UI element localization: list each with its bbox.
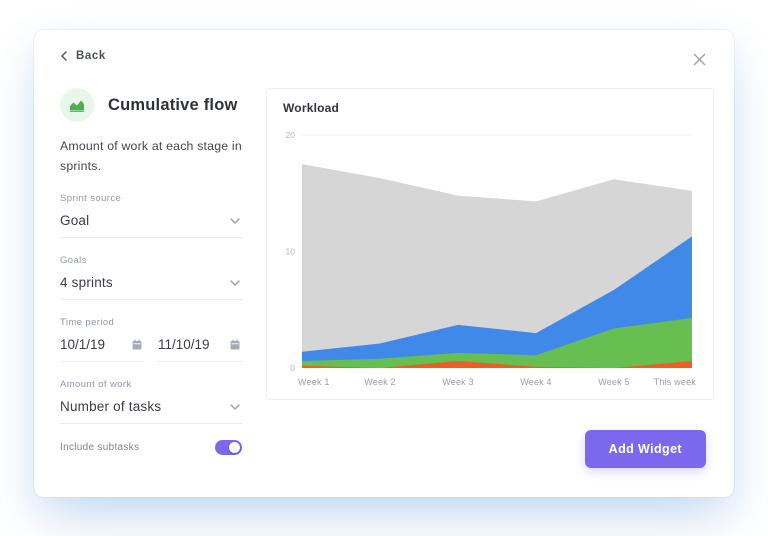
x-tick-label: Week 1 bbox=[298, 377, 330, 387]
area-orange bbox=[302, 361, 692, 368]
chevron-down-icon bbox=[230, 404, 240, 410]
x-tick-label: Week 3 bbox=[442, 377, 474, 387]
chevron-left-icon bbox=[60, 51, 68, 61]
widget-header: Cumulative flow bbox=[60, 88, 242, 122]
toggle-knob bbox=[229, 442, 240, 454]
chart-title: Workload bbox=[283, 101, 340, 115]
close-button[interactable] bbox=[686, 46, 712, 72]
amount-of-work-label: Amount of work bbox=[60, 379, 132, 391]
goals-value: 4 sprints bbox=[60, 275, 113, 291]
x-tick-label: This week bbox=[654, 377, 697, 387]
x-tick-label: Week 4 bbox=[520, 377, 552, 387]
chevron-down-icon bbox=[230, 218, 240, 224]
add-widget-modal: Back Cumulative flow Amount of bbox=[34, 30, 734, 497]
goals-label: Goals bbox=[60, 255, 87, 267]
back-button[interactable]: Back bbox=[60, 50, 106, 62]
goals-select[interactable]: 4 sprints bbox=[60, 266, 242, 301]
y-tick-label: 20 bbox=[286, 130, 296, 140]
sprint-source-value: Goal bbox=[60, 213, 90, 229]
amount-of-work-select[interactable]: Number of tasks bbox=[60, 390, 242, 425]
amount-of-work-value: Number of tasks bbox=[60, 399, 162, 415]
widget-description: Amount of work at each stage in sprints. bbox=[60, 139, 242, 173]
field-time-period: Time period 10/1/19 11/10/19 bbox=[60, 317, 242, 363]
include-subtasks-row: Include subtasks bbox=[60, 440, 242, 456]
include-subtasks-toggle[interactable] bbox=[215, 440, 242, 456]
calendar-icon bbox=[132, 339, 142, 350]
field-sprint-source: Sprint source Goal bbox=[60, 193, 242, 239]
workload-chart-card: Workload 0 10 20 Week 1 Week 2 Week 3 Week 4 We… bbox=[266, 88, 714, 400]
widget-icon-circle bbox=[60, 88, 94, 122]
y-tick-label: 10 bbox=[286, 247, 296, 257]
y-tick-label: 0 bbox=[290, 363, 295, 373]
field-amount-of-work: Amount of work Number of tasks bbox=[60, 379, 242, 425]
x-tick-label: Week 5 bbox=[598, 377, 630, 387]
page-title: Cumulative flow bbox=[108, 95, 238, 114]
area-green bbox=[302, 317, 692, 368]
add-widget-button[interactable]: Add Widget bbox=[584, 430, 706, 468]
close-icon bbox=[686, 52, 712, 67]
calendar-icon bbox=[230, 339, 240, 350]
end-date-value: 11/10/19 bbox=[158, 337, 210, 353]
include-subtasks-label: Include subtasks bbox=[60, 442, 140, 454]
back-label: Back bbox=[76, 50, 106, 62]
workload-chart-svg: 0 10 20 Week 1 Week 2 Week 3 Week 4 Week 5 This … bbox=[286, 130, 697, 387]
area-chart-icon bbox=[69, 99, 85, 112]
sprint-source-label: Sprint source bbox=[60, 193, 122, 205]
x-tick-label: Week 2 bbox=[364, 377, 396, 387]
start-date-input[interactable]: 10/1/19 bbox=[60, 328, 144, 363]
chevron-down-icon bbox=[230, 280, 240, 286]
end-date-input[interactable]: 11/10/19 bbox=[158, 328, 242, 363]
time-period-label: Time period bbox=[60, 317, 115, 329]
start-date-value: 10/1/19 bbox=[60, 337, 106, 353]
widget-settings-panel: Cumulative flow Amount of work at each s… bbox=[60, 88, 242, 456]
field-goals: Goals 4 sprints bbox=[60, 255, 242, 301]
sprint-source-select[interactable]: Goal bbox=[60, 204, 242, 239]
